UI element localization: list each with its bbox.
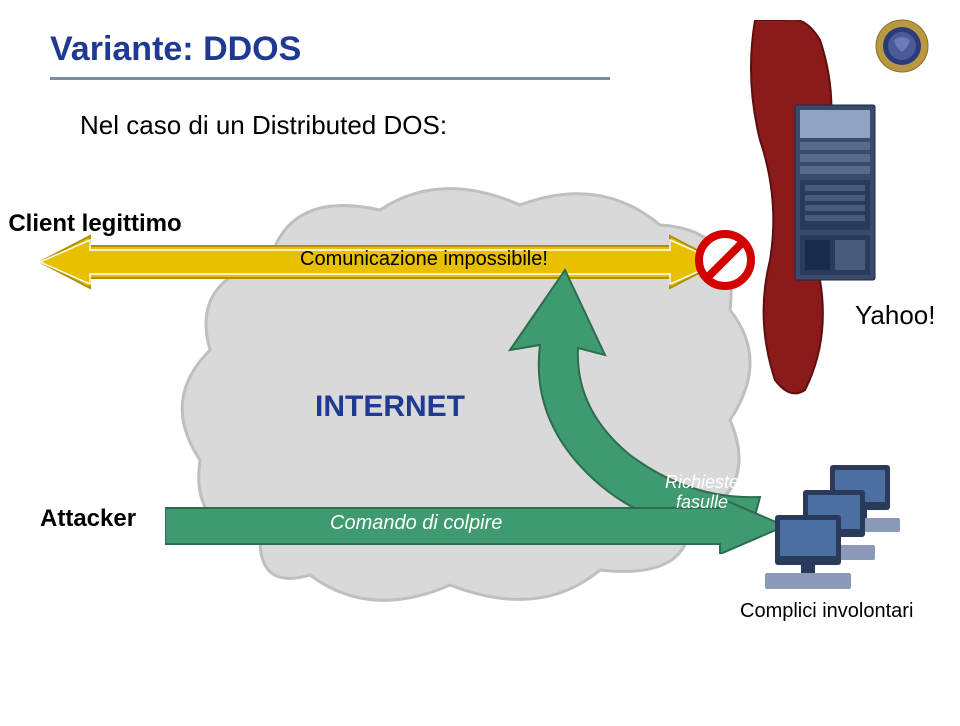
diagram-area: Client legittimo Attacker INTERNET Yahoo… xyxy=(0,140,960,700)
comm-impossible-text: Comunicazione impossibile! xyxy=(300,248,548,271)
botnet-pcs-icon xyxy=(765,460,935,590)
richieste-text: Richieste fasulle xyxy=(665,473,739,513)
client-label: Client legittimo xyxy=(0,210,210,238)
attacker-label: Attacker xyxy=(40,505,136,533)
richieste-line2: fasulle xyxy=(676,492,728,512)
complici-label: Complici involontari xyxy=(740,600,913,623)
yahoo-label: Yahoo! xyxy=(855,300,935,331)
comando-text: Comando di colpire xyxy=(330,512,502,535)
comm-impossible-label: Comunicazione impossibile! xyxy=(300,248,548,270)
university-logo xyxy=(874,18,930,74)
server-icon xyxy=(790,100,880,285)
title-underline xyxy=(50,77,610,80)
internet-label: INTERNET xyxy=(315,390,465,424)
richieste-line1: Richieste xyxy=(665,472,739,492)
slide-container: Variante: DDOS Nel caso di un Distribute… xyxy=(0,0,960,726)
